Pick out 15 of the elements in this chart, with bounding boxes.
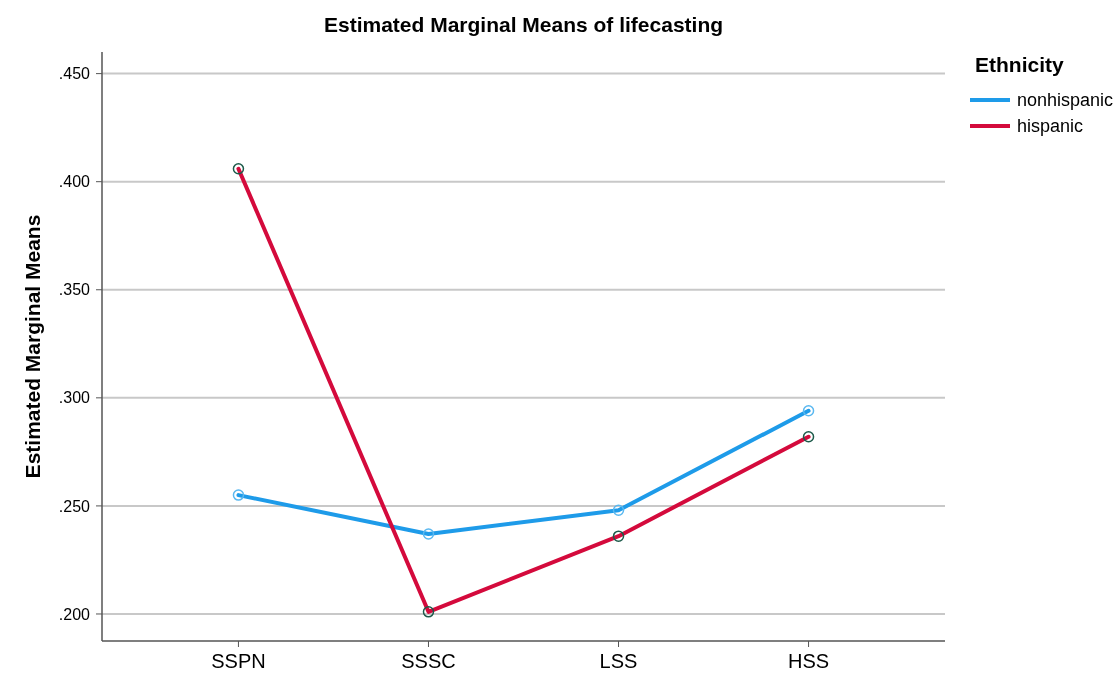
legend-title: Ethnicity (975, 53, 1064, 76)
x-tick-label: HSS (787, 650, 830, 672)
y-tick-label: .450 (58, 65, 91, 83)
y-tick-label: .400 (58, 173, 91, 191)
x-tick-label: SSPN (211, 650, 266, 672)
chart-title: Estimated Marginal Means of lifecasting (323, 13, 724, 36)
legend-label: nonhispanic (1017, 90, 1114, 111)
legend-label: hispanic (1017, 116, 1084, 137)
y-tick-label: .300 (58, 389, 91, 407)
y-tick-label: .200 (58, 605, 91, 623)
x-tick-label: LSS (599, 650, 638, 672)
y-axis-title: Estimated Marginal Means (21, 214, 44, 479)
x-tick-label: SSSC (401, 650, 456, 672)
y-tick-label: .250 (58, 497, 91, 515)
y-tick-label: .350 (58, 281, 91, 299)
